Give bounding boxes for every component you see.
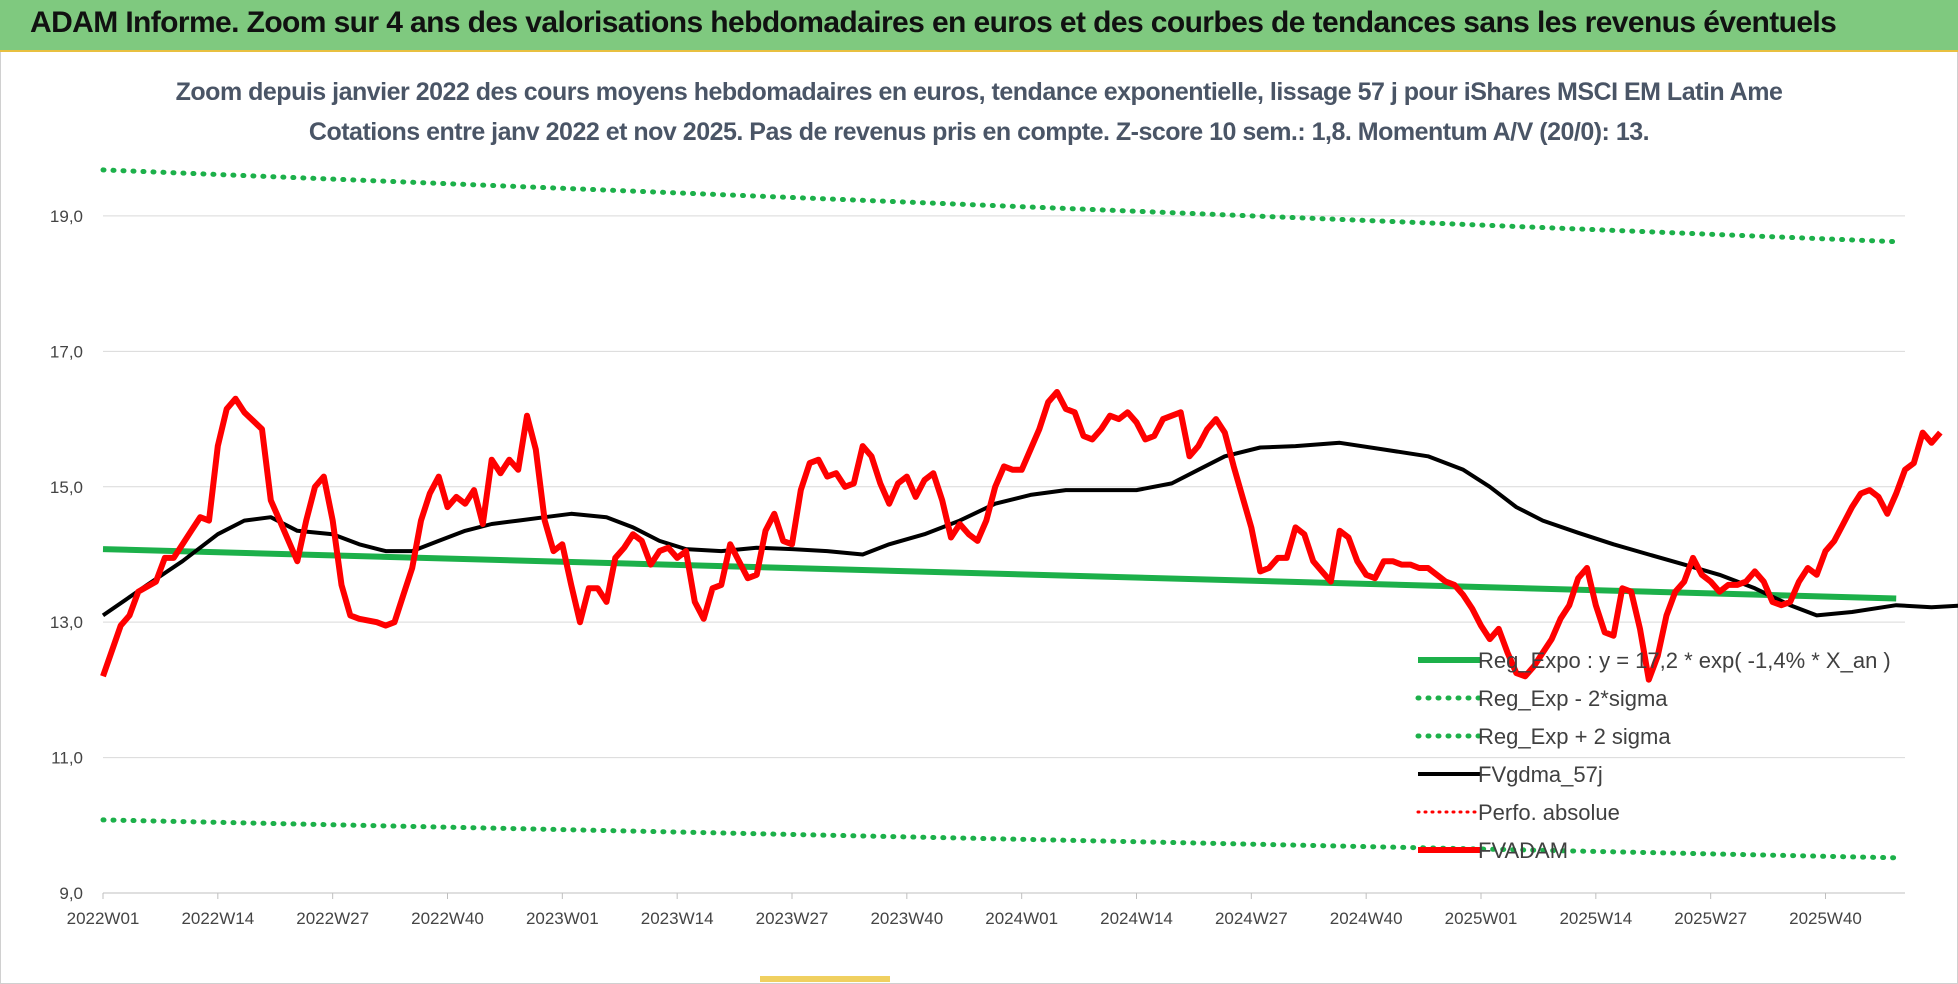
legend-label: Perfo. absolue xyxy=(1478,800,1620,825)
legend-label: Reg_Exp - 2*sigma xyxy=(1478,686,1668,711)
series-line-3 xyxy=(101,440,1958,618)
x-tick-label: 2025W14 xyxy=(1559,909,1632,928)
bottom-accent-bar xyxy=(760,976,890,982)
y-axis: 9,0 11,0 13,0 15,0 17,0 19,0 xyxy=(50,207,83,903)
x-tick-label: 2023W01 xyxy=(526,909,599,928)
series-line-0 xyxy=(102,546,1897,602)
chart-subtitle-line1: Zoom depuis janvier 2022 des cours moyen… xyxy=(175,78,1783,106)
legend-label: FVADAM xyxy=(1478,838,1568,863)
series-line-2 xyxy=(100,167,1899,245)
y-tick-label: 19,0 xyxy=(50,207,83,226)
series-line-5 xyxy=(100,389,1943,683)
y-tick-label: 15,0 xyxy=(50,478,83,497)
legend-label: Reg_Exp + 2 sigma xyxy=(1478,724,1671,749)
legend-label: Reg_Expo : y = 17,2 * exp( -1,4% * X_an … xyxy=(1478,648,1891,673)
legend-label: FVgdma_57j xyxy=(1478,762,1603,787)
x-tick-label: 2022W01 xyxy=(67,909,140,928)
y-tick-label: 17,0 xyxy=(50,342,83,361)
x-tick-label: 2025W40 xyxy=(1789,909,1862,928)
x-tick-label: 2024W40 xyxy=(1330,909,1403,928)
x-tick-label: 2022W27 xyxy=(296,909,369,928)
x-tick-label: 2022W14 xyxy=(181,909,254,928)
x-tick-label: 2025W01 xyxy=(1445,909,1518,928)
x-tick-label: 2023W14 xyxy=(641,909,714,928)
x-tick-label: 2025W27 xyxy=(1674,909,1747,928)
series-line-1 xyxy=(100,817,1899,861)
x-tick-label: 2024W27 xyxy=(1215,909,1288,928)
banner-title: ADAM Informe. Zoom sur 4 ans des valoris… xyxy=(30,6,1837,39)
series-group xyxy=(100,167,1958,861)
x-axis: 2022W01 2022W14 2022W27 2022W40 2023W01 2023W… xyxy=(67,892,1905,928)
x-tick-label: 2022W40 xyxy=(411,909,484,928)
x-tick-label: 2024W14 xyxy=(1100,909,1173,928)
y-tick-label: 11,0 xyxy=(51,749,83,768)
chart-subtitle-line2: Cotations entre janv 2022 et nov 2025. P… xyxy=(308,118,1650,146)
x-tick-label: 2023W27 xyxy=(756,909,829,928)
x-tick-label: 2023W40 xyxy=(870,909,943,928)
header-banner: ADAM Informe. Zoom sur 4 ans des valoris… xyxy=(0,0,1958,52)
x-tick-label: 2024W01 xyxy=(985,909,1058,928)
legend: Reg_Expo : y = 17,2 * exp( -1,4% * X_an … xyxy=(1415,648,1891,863)
y-tick-label: 13,0 xyxy=(50,613,83,632)
y-tick-label: 9,0 xyxy=(59,884,83,903)
